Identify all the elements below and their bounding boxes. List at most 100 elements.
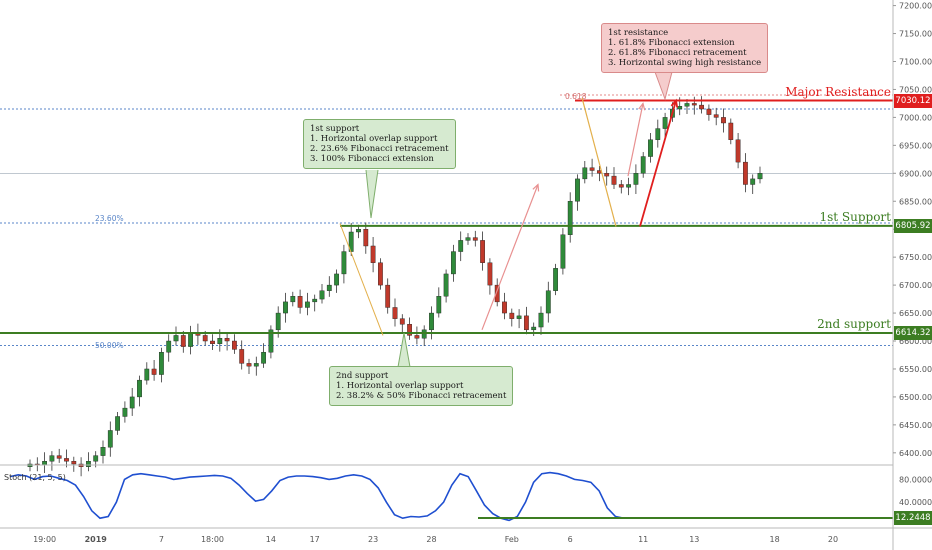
candle	[107, 421, 113, 457]
candle	[487, 258, 493, 295]
candle	[115, 412, 121, 435]
candle-body	[545, 290, 551, 314]
candle	[743, 153, 748, 193]
candle	[392, 298, 398, 327]
time-tick-label: 18:00	[201, 535, 224, 544]
stoch-level-tag: 12.2448	[894, 511, 932, 526]
resistance-callout: 1st resistance 1. 61.8% Fibonacci extens…	[601, 23, 769, 73]
candle-body	[706, 108, 712, 115]
candle-body	[414, 335, 420, 339]
price-tick-label: 6900.00	[899, 169, 932, 178]
time-tick-label: Feb	[505, 535, 519, 544]
candle-body	[319, 290, 325, 300]
time-tick-label: 2019	[85, 535, 108, 544]
candle	[655, 119, 661, 148]
candle	[516, 309, 522, 329]
fib-50-label: 50.00%	[95, 341, 124, 351]
candle	[319, 283, 325, 304]
candle	[458, 231, 464, 262]
candle-body	[567, 201, 573, 235]
candle	[721, 108, 726, 133]
candle	[706, 104, 712, 121]
candle	[436, 287, 442, 318]
candle	[691, 96, 697, 115]
fib-measure-line	[581, 97, 617, 227]
support1-callout-line: 2. 23.6% Fibonacci retracement	[310, 144, 449, 154]
candle	[553, 263, 559, 296]
support1-callout-title: 1st support	[310, 124, 360, 134]
candle	[85, 452, 91, 472]
price-tick-label: 7150.00	[899, 30, 932, 39]
support2-callout-line: 2. 38.2% & 50% Fibonacci retracement	[336, 391, 507, 401]
time-tick-label: 11	[638, 535, 648, 544]
time-tick-label: 28	[426, 535, 436, 544]
candle-body	[392, 307, 398, 319]
candle-body	[728, 122, 734, 140]
projection-arrow	[639, 100, 677, 227]
candle-body	[407, 324, 412, 336]
candle-body	[107, 430, 113, 448]
candle-body	[268, 329, 274, 353]
candle	[268, 325, 274, 359]
candle	[611, 167, 617, 189]
candle	[575, 174, 580, 211]
fib-retrace-arrow	[627, 103, 644, 177]
candle-body	[560, 234, 566, 269]
candle-body	[85, 461, 91, 467]
candle	[662, 112, 668, 139]
candle-body	[538, 312, 544, 328]
candle	[480, 231, 485, 271]
fib-ext-arrow	[481, 184, 539, 331]
candle	[151, 360, 157, 381]
candle	[604, 166, 610, 186]
resistance-callout-line: 3. Horizontal swing high resistance	[608, 58, 762, 68]
candle	[421, 325, 427, 347]
time-tick-label: 6	[568, 535, 573, 544]
stoch-tick-label: 40.0000	[899, 498, 932, 507]
candle-body	[326, 284, 332, 291]
candle	[407, 317, 412, 340]
fib-measure-line	[339, 223, 384, 336]
candle-body	[553, 268, 559, 291]
candle-body	[356, 229, 361, 233]
price-tick-label: 7000.00	[899, 113, 932, 122]
candle-body	[684, 103, 690, 107]
candle	[385, 278, 391, 314]
candle	[290, 291, 296, 307]
first-support-price-tag: 6805.92	[894, 218, 932, 233]
candle-body	[648, 139, 653, 157]
candle	[589, 158, 595, 177]
candle-body	[217, 338, 223, 345]
candle	[633, 164, 639, 194]
candle-body	[246, 363, 252, 367]
candle-body	[443, 273, 449, 297]
candle-body	[180, 335, 186, 347]
resistance-callout-title: 1st resistance	[608, 28, 669, 38]
candle	[305, 292, 310, 316]
time-tick-label: 23	[368, 535, 378, 544]
candle	[728, 118, 734, 145]
price-tick-label: 6950.00	[899, 141, 932, 150]
candle-body	[626, 184, 632, 188]
support1-callout-line: 1. Horizontal overlap support	[310, 134, 438, 144]
candle	[188, 325, 193, 355]
candle	[545, 281, 551, 323]
candle	[246, 358, 252, 374]
candle-body	[699, 104, 705, 110]
price-tick-label: 6750.00	[899, 253, 932, 262]
candle-body	[436, 296, 442, 314]
candle-body	[472, 237, 478, 241]
candle-body	[188, 332, 193, 347]
candle	[618, 180, 624, 194]
candle-body	[399, 318, 405, 325]
candle	[356, 224, 361, 239]
candle-body	[312, 298, 318, 303]
candle-body	[290, 296, 296, 303]
candle-body	[421, 329, 427, 339]
candle	[370, 237, 376, 273]
price-tick-label: 6850.00	[899, 197, 932, 206]
candle	[567, 192, 573, 243]
candle-body	[487, 262, 493, 286]
candle-body	[458, 240, 464, 252]
